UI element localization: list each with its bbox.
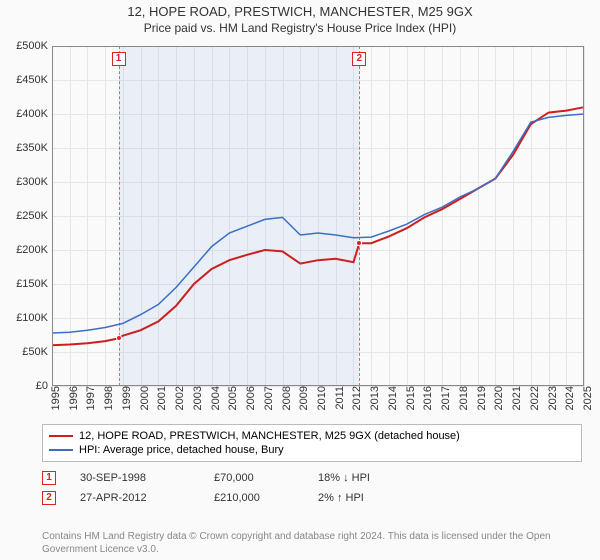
legend-label: HPI: Average price, detached house, Bury bbox=[79, 444, 284, 456]
marker-row: 2 27-APR-2012 £210,000 2% ↑ HPI bbox=[42, 488, 582, 508]
y-tick-label: £300K bbox=[16, 176, 52, 188]
title-block: 12, HOPE ROAD, PRESTWICH, MANCHESTER, M2… bbox=[0, 0, 600, 35]
series-price_paid bbox=[52, 107, 584, 345]
x-tick-label: 1996 bbox=[66, 386, 80, 410]
x-tick-label: 2025 bbox=[580, 386, 594, 410]
plot-area: £0£50K£100K£150K£200K£250K£300K£350K£400… bbox=[52, 46, 584, 386]
marker-diff: 18% ↓ HPI bbox=[318, 472, 408, 484]
legend-row-price-paid: 12, HOPE ROAD, PRESTWICH, MANCHESTER, M2… bbox=[49, 429, 575, 443]
x-tick-label: 2006 bbox=[243, 386, 257, 410]
y-tick-label: £200K bbox=[16, 244, 52, 256]
marker-date: 27-APR-2012 bbox=[80, 492, 190, 504]
x-tick-label: 2015 bbox=[403, 386, 417, 410]
x-tick-label: 2004 bbox=[208, 386, 222, 410]
markers-table: 1 30-SEP-1998 £70,000 18% ↓ HPI 2 27-APR… bbox=[42, 468, 582, 508]
x-tick-label: 1998 bbox=[101, 386, 115, 410]
marker-price: £210,000 bbox=[214, 492, 294, 504]
chart-title: 12, HOPE ROAD, PRESTWICH, MANCHESTER, M2… bbox=[0, 4, 600, 19]
y-tick-label: £450K bbox=[16, 74, 52, 86]
x-tick-label: 2002 bbox=[172, 386, 186, 410]
marker-point bbox=[116, 335, 122, 341]
x-tick-label: 2019 bbox=[474, 386, 488, 410]
marker-date: 30-SEP-1998 bbox=[80, 472, 190, 484]
x-tick-label: 1995 bbox=[48, 386, 62, 410]
marker-row: 1 30-SEP-1998 £70,000 18% ↓ HPI bbox=[42, 468, 582, 488]
y-tick-label: £100K bbox=[16, 312, 52, 324]
x-tick-label: 2011 bbox=[332, 386, 346, 410]
x-tick-label: 2000 bbox=[137, 386, 151, 410]
y-tick-label: £50K bbox=[22, 346, 52, 358]
attribution-text: Contains HM Land Registry data © Crown c… bbox=[42, 531, 582, 556]
y-tick-label: £500K bbox=[16, 40, 52, 52]
x-tick-label: 2013 bbox=[367, 386, 381, 410]
legend: 12, HOPE ROAD, PRESTWICH, MANCHESTER, M2… bbox=[42, 424, 582, 462]
x-tick-label: 2005 bbox=[225, 386, 239, 410]
x-tick-label: 2022 bbox=[527, 386, 541, 410]
series-hpi bbox=[52, 114, 584, 333]
x-tick-label: 2023 bbox=[545, 386, 559, 410]
series-lines bbox=[52, 46, 584, 386]
legend-label: 12, HOPE ROAD, PRESTWICH, MANCHESTER, M2… bbox=[79, 430, 460, 442]
x-tick-label: 2012 bbox=[349, 386, 363, 410]
marker-badge: 1 bbox=[42, 471, 56, 485]
x-tick-label: 2024 bbox=[562, 386, 576, 410]
marker-badge: 2 bbox=[42, 491, 56, 505]
x-tick-label: 2017 bbox=[438, 386, 452, 410]
x-tick-label: 2010 bbox=[314, 386, 328, 410]
marker-diff: 2% ↑ HPI bbox=[318, 492, 408, 504]
chart-subtitle: Price paid vs. HM Land Registry's House … bbox=[0, 21, 600, 35]
y-tick-label: £400K bbox=[16, 108, 52, 120]
x-tick-label: 2007 bbox=[261, 386, 275, 410]
x-tick-label: 2016 bbox=[420, 386, 434, 410]
x-tick-label: 2003 bbox=[190, 386, 204, 410]
y-tick-label: £150K bbox=[16, 278, 52, 290]
legend-row-hpi: HPI: Average price, detached house, Bury bbox=[49, 443, 575, 457]
x-tick-label: 2020 bbox=[491, 386, 505, 410]
y-tick-label: £350K bbox=[16, 142, 52, 154]
x-tick-label: 2014 bbox=[385, 386, 399, 410]
x-tick-label: 2009 bbox=[296, 386, 310, 410]
marker-price: £70,000 bbox=[214, 472, 294, 484]
x-tick-label: 2018 bbox=[456, 386, 470, 410]
x-tick-label: 1999 bbox=[119, 386, 133, 410]
x-tick-label: 2008 bbox=[279, 386, 293, 410]
marker-point bbox=[356, 240, 362, 246]
marker-box: 1 bbox=[112, 52, 126, 66]
marker-box: 2 bbox=[352, 52, 366, 66]
legend-swatch bbox=[49, 435, 73, 437]
y-tick-label: £250K bbox=[16, 210, 52, 222]
x-tick-label: 1997 bbox=[83, 386, 97, 410]
x-tick-label: 2001 bbox=[154, 386, 168, 410]
legend-swatch bbox=[49, 449, 73, 451]
x-tick-label: 2021 bbox=[509, 386, 523, 410]
chart-container: 12, HOPE ROAD, PRESTWICH, MANCHESTER, M2… bbox=[0, 0, 600, 560]
